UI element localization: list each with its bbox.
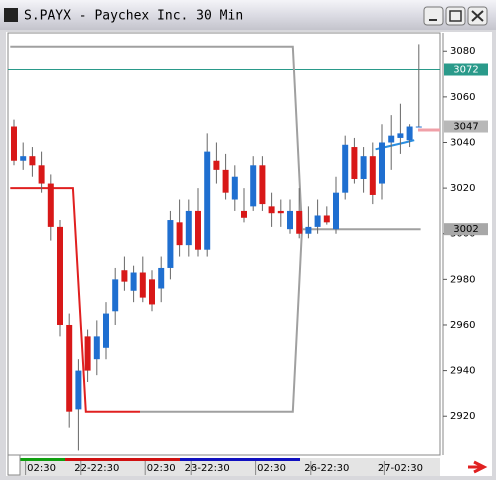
overlay-line <box>375 139 415 151</box>
candle-body <box>369 156 376 195</box>
x-tick-label: 02:30 <box>147 463 176 474</box>
candle-body <box>305 226 312 234</box>
y-tick-label: 3060 <box>450 92 475 103</box>
maximize-button[interactable] <box>445 6 466 26</box>
price-marker-label: 3047 <box>453 122 478 133</box>
candle-body <box>204 151 211 250</box>
close-button[interactable] <box>467 6 488 26</box>
y-tick-label: 2920 <box>450 411 475 422</box>
candle-body <box>323 215 330 223</box>
candle-body <box>342 144 349 193</box>
candle-body <box>130 272 137 291</box>
candle-body <box>397 133 404 138</box>
candle-body <box>103 313 109 348</box>
x-tick-label: 23-22:30 <box>185 463 230 474</box>
candle-body <box>415 126 422 128</box>
x-tick-label: 22-22:30 <box>74 463 119 474</box>
corner-box <box>7 454 21 476</box>
candle-body <box>250 165 257 207</box>
candle-body <box>351 147 358 179</box>
candle-body <box>185 210 192 246</box>
candle-body <box>195 210 201 250</box>
candle-body <box>287 210 293 230</box>
session-band <box>180 458 300 461</box>
price-marker-label: 3072 <box>453 64 478 75</box>
y-tick-label: 2980 <box>450 274 475 285</box>
time-axis <box>8 458 440 476</box>
candle-body <box>259 165 266 205</box>
window-title: S.PAYX - Paychex Inc. 30 Min <box>24 9 243 24</box>
y-tick-label: 3080 <box>450 46 475 57</box>
candle-body <box>231 176 238 200</box>
candle-body <box>379 142 385 184</box>
candle-body <box>176 222 183 246</box>
candle-body <box>29 156 36 166</box>
session-band <box>65 458 180 461</box>
title-bar <box>0 0 496 30</box>
session-band <box>10 458 65 461</box>
price-marker-label: 3002 <box>453 224 478 235</box>
scroll-arrow[interactable] <box>468 460 488 474</box>
candle-body <box>121 270 128 282</box>
candle-body <box>75 370 82 410</box>
overlay-line <box>10 45 421 231</box>
candle-body <box>277 210 284 214</box>
candle-body <box>149 279 155 305</box>
minimize-button[interactable] <box>423 6 444 26</box>
candle-body <box>333 192 339 230</box>
candle-body <box>158 267 165 289</box>
candle-body <box>222 169 229 193</box>
candle-body <box>11 126 17 161</box>
y-tick-label: 3040 <box>450 137 475 148</box>
candle-body <box>84 336 91 371</box>
candle-body <box>213 160 220 170</box>
candle-body <box>66 324 73 412</box>
candle-body <box>406 126 413 141</box>
candle-body <box>20 156 27 161</box>
candle-body <box>47 183 54 227</box>
candle-body <box>388 135 395 143</box>
candle-body <box>112 279 119 312</box>
candle-body <box>296 210 303 234</box>
x-tick-label: 02:30 <box>27 463 56 474</box>
candle-body <box>38 165 45 184</box>
candle-body <box>241 210 247 218</box>
price-marker <box>444 120 488 133</box>
x-tick-label: 27-02:30 <box>378 463 423 474</box>
price-marker <box>444 63 488 76</box>
candle-body <box>268 206 275 214</box>
price-marker <box>444 223 488 236</box>
y-tick-label: 2940 <box>450 366 475 377</box>
x-tick-label: 26-22:30 <box>304 463 349 474</box>
x-tick-label: 02:30 <box>257 463 286 474</box>
y-tick-label: 3020 <box>450 183 475 194</box>
candle-body <box>139 272 146 298</box>
candle-body <box>167 220 174 268</box>
app-icon <box>4 8 18 22</box>
candle-body <box>360 156 367 179</box>
candle-body <box>57 226 63 325</box>
y-tick-label: 2960 <box>450 320 475 331</box>
candle-body <box>93 336 100 360</box>
overlay-line <box>140 229 303 413</box>
plot-area <box>7 32 441 456</box>
candle-body <box>314 215 321 227</box>
